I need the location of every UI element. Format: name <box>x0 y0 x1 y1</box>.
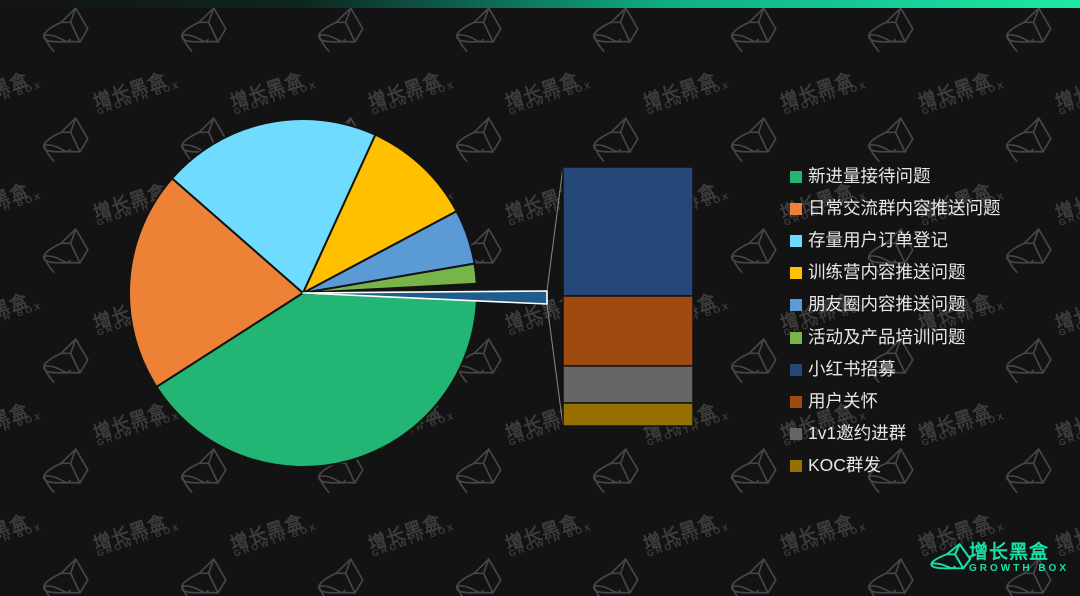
svg-text:增长黑盒: 增长黑盒 <box>969 540 1049 563</box>
svg-text:GROWTH BOX: GROWTH BOX <box>969 563 1069 574</box>
